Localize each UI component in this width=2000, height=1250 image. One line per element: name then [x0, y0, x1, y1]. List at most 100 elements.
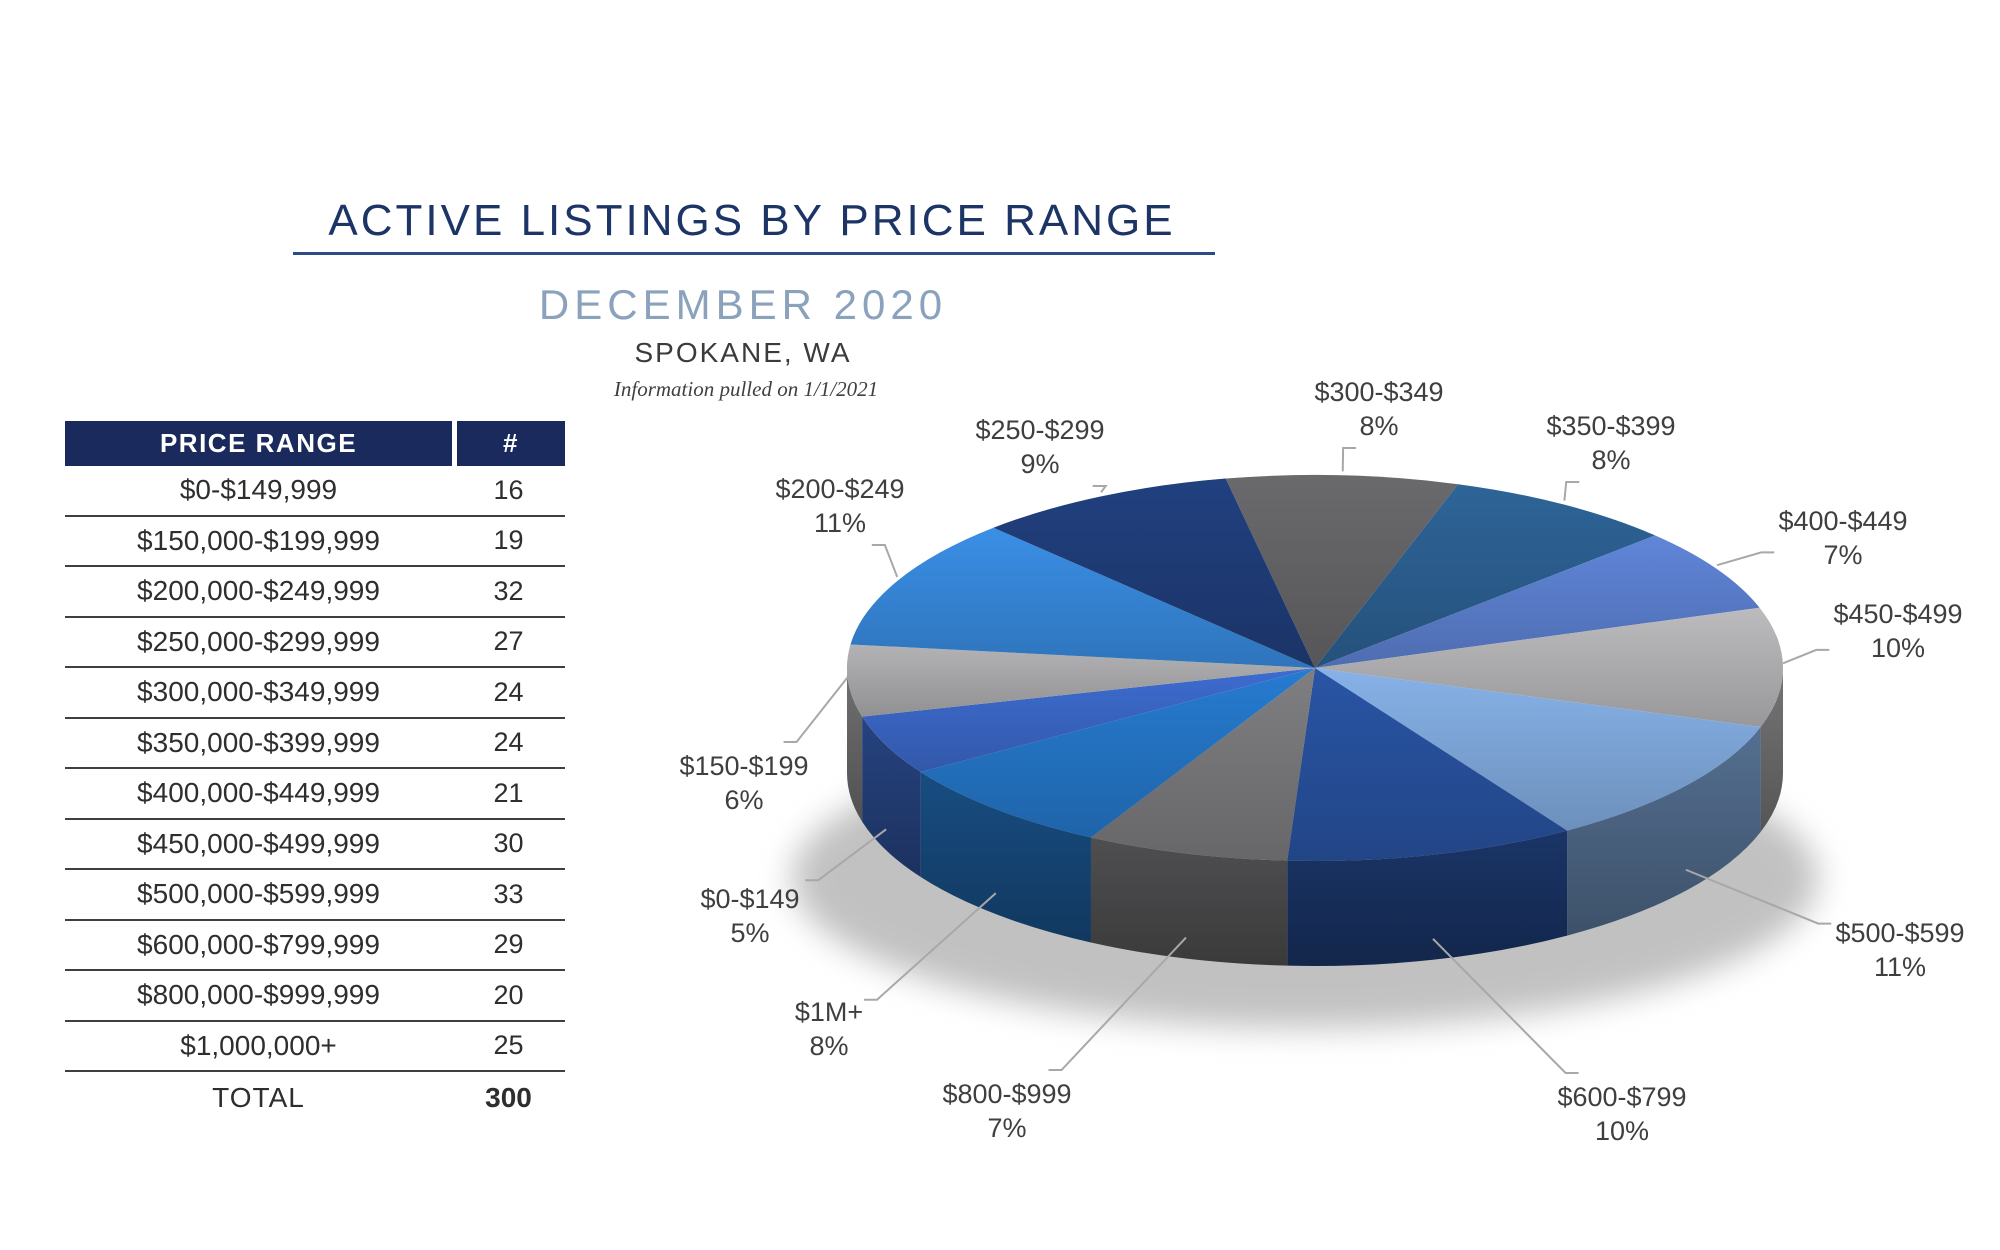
price-range-cell: $200,000-$249,999 [137, 575, 380, 607]
pie-label-percent: 10% [1594, 1116, 1650, 1146]
table-row: $350,000-$399,999 24 [65, 719, 565, 769]
count-cell: 27 [493, 626, 524, 657]
leader-line [1685, 868, 1832, 925]
leader-line [1432, 938, 1579, 1074]
price-range-cell: $450,000-$499,999 [137, 827, 380, 859]
pie-slice-side [1760, 668, 1783, 832]
pie-label: $800-$999 7% [942, 1077, 1071, 1145]
count-cell: 21 [493, 777, 524, 808]
pie-label: $1M+ 8% [795, 995, 863, 1063]
pie-label-percent: 10% [1870, 633, 1926, 663]
pie-label: $200-$249 11% [775, 472, 904, 540]
pie-label-range: $800-$999 [942, 1079, 1072, 1109]
table-header: PRICE RANGE # [65, 421, 565, 466]
table-row: $600,000-$799,999 29 [65, 921, 565, 971]
price-range-cell: $600,000-$799,999 [137, 928, 380, 960]
pie-label: $400-$449 7% [1778, 504, 1907, 572]
pie-label: $300-$349 8% [1314, 375, 1443, 443]
col-header-price-range: PRICE RANGE [159, 428, 358, 458]
pie-label-range: $250-$299 [975, 415, 1105, 445]
table-row: $0-$149,999 16 [65, 466, 565, 517]
pie-label-percent: 8% [1591, 445, 1631, 475]
count-cell: 20 [493, 979, 524, 1010]
leader-line [1048, 936, 1187, 1071]
pie-label-range: $450-$499 [1833, 599, 1963, 629]
pie-slice [1287, 668, 1568, 861]
pie-label: $0-$149 5% [700, 882, 799, 950]
leader-line [1716, 551, 1775, 567]
title-underline [293, 252, 1215, 255]
pie-slice [1315, 535, 1760, 668]
table-row: $250,000-$299,999 27 [65, 618, 565, 668]
table-row: $450,000-$499,999 30 [65, 820, 565, 870]
report-location: SPOKANE, WA [634, 337, 852, 368]
col-header-count: # [452, 421, 565, 466]
table-row: $200,000-$249,999 32 [65, 567, 565, 618]
price-range-cell: $400,000-$449,999 [137, 777, 380, 809]
count-cell: 16 [493, 474, 524, 505]
pie-label-percent: 11% [1873, 952, 1927, 982]
pie-label: $250-$299 9% [975, 413, 1104, 481]
pie-slice [850, 527, 1315, 668]
pie-label-range: $150-$199 [679, 751, 809, 781]
pie-label-percent: 7% [1823, 540, 1863, 570]
total-value: 300 [485, 1082, 532, 1113]
pie-label-percent: 11% [813, 508, 867, 538]
leader-line [1341, 447, 1357, 472]
pie-label-percent: 7% [987, 1113, 1027, 1143]
pie-slice-side [920, 771, 1091, 943]
pie-label-range: $500-$599 [1835, 918, 1965, 948]
pie-label-percent: 5% [730, 918, 770, 948]
count-cell: 33 [493, 878, 524, 909]
table-row: $300,000-$349,999 24 [65, 668, 565, 719]
pie-label: $350-$399 8% [1546, 409, 1675, 477]
pie-slice [1090, 668, 1315, 861]
count-cell: 29 [493, 929, 524, 960]
pie-slice-side [1287, 830, 1568, 966]
pie-label-range: $600-$799 [1557, 1082, 1687, 1112]
pie-label: $500-$599 11% [1835, 916, 1964, 984]
pie-label-percent: 8% [1359, 411, 1399, 441]
count-cell: 24 [493, 676, 524, 707]
price-range-cell: $350,000-$399,999 [137, 726, 380, 758]
count-cell: 30 [493, 828, 524, 859]
price-range-cell: $1,000,000+ [180, 1029, 337, 1061]
leader-line [783, 676, 849, 743]
pie-slice-side [847, 668, 863, 822]
pie-slice [993, 478, 1315, 668]
table-row: $500,000-$599,999 33 [65, 870, 565, 921]
pie-slice [1315, 607, 1783, 727]
pie-label-range: $1M+ [794, 997, 864, 1027]
price-range-cell: $500,000-$599,999 [137, 878, 380, 910]
pie-label-range: $200-$249 [775, 474, 905, 504]
count-cell: 19 [493, 525, 524, 556]
price-range-cell: $150,000-$199,999 [137, 524, 380, 556]
leader-line [864, 892, 997, 1001]
pie-slice [1315, 668, 1761, 831]
pie-label-percent: 9% [1020, 449, 1060, 479]
table-body: $0-$149,999 16 $150,000-$199,999 19 $200,000… [65, 466, 565, 1072]
count-cell: 24 [493, 727, 524, 758]
pie-label: $150-$199 6% [679, 749, 808, 817]
leader-line [1782, 648, 1830, 665]
pie-label-range: $350-$399 [1546, 411, 1676, 441]
table-row: $150,000-$199,999 19 [65, 517, 565, 567]
pie-label: $600-$799 10% [1557, 1080, 1686, 1148]
data-pull-note: Information pulled on 1/1/2021 [613, 377, 879, 401]
leader-line [1563, 481, 1580, 501]
price-range-cell: $800,000-$999,999 [137, 979, 380, 1011]
pie-label-percent: 6% [724, 785, 764, 815]
leader-line [871, 544, 899, 578]
leader-line [805, 828, 887, 882]
table-row: $1,000,000+ 25 [65, 1022, 565, 1072]
pie-slice [1225, 475, 1459, 668]
price-range-cell: $0-$149,999 [179, 474, 338, 506]
pie-slice [847, 644, 1315, 717]
pie-slice-side [1567, 726, 1761, 936]
pie-label-range: $300-$349 [1314, 377, 1444, 407]
pie-label-range: $0-$149 [700, 884, 800, 914]
pie-label-range: $400-$449 [1778, 506, 1908, 536]
table-row: $400,000-$449,999 21 [65, 769, 565, 820]
